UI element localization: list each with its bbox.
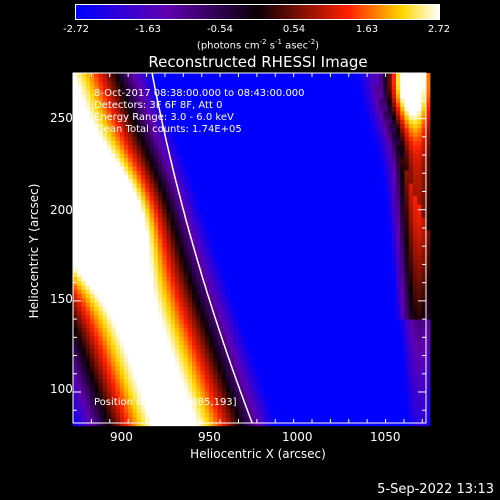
- peak-position-label: Position of Peak = [885,193]: [94, 397, 237, 408]
- x-tick-label: 950: [198, 430, 221, 444]
- y-tick-label: 150: [50, 292, 73, 306]
- x-tick-label: 1050: [370, 430, 401, 444]
- colorbar-gradient: [76, 5, 439, 19]
- x-tick-label: 900: [110, 430, 133, 444]
- timestamp-footer: 5-Sep-2022 13:13: [377, 482, 494, 497]
- y-tick-label: 200: [50, 203, 73, 217]
- plot-frame: [72, 72, 427, 424]
- colorbar-tick-label: -0.54: [207, 24, 233, 35]
- colorbar-tick-label: 0.54: [282, 24, 306, 35]
- colorbar-tick-label: 1.63: [355, 24, 379, 35]
- x-axis-label: Heliocentric X (arcsec): [190, 447, 326, 461]
- y-tick-label: 250: [50, 111, 73, 125]
- colorbar-units: (photons cm-2 s-1 asec-2): [196, 38, 320, 52]
- colorbar-tick-label: -2.72: [63, 24, 89, 35]
- info-line-counts: Clean Total counts: 1.74E+05: [94, 124, 242, 135]
- info-line-detectors: Detectors: 3F 6F 8F, Att 0: [94, 100, 223, 111]
- info-line-energy: Energy Range: 3.0 - 6.0 keV: [94, 112, 234, 123]
- colorbar-tick-label: -1.63: [135, 24, 161, 35]
- plot-title: Reconstructed RHESSI Image: [148, 53, 368, 71]
- heatmap-cells: [73, 73, 431, 427]
- y-axis-label: Heliocentric Y (arcsec): [27, 183, 41, 319]
- colorbar: [75, 4, 440, 20]
- colorbar-tick-label: 2.72: [427, 24, 451, 35]
- info-line-time: 8-Oct-2017 08:38:00.000 to 08:43:00.000: [94, 88, 305, 99]
- y-tick-label: 100: [50, 382, 73, 396]
- solar-limb: [151, 72, 253, 424]
- axis-ticks: [72, 73, 426, 423]
- x-tick-label: 1000: [282, 430, 313, 444]
